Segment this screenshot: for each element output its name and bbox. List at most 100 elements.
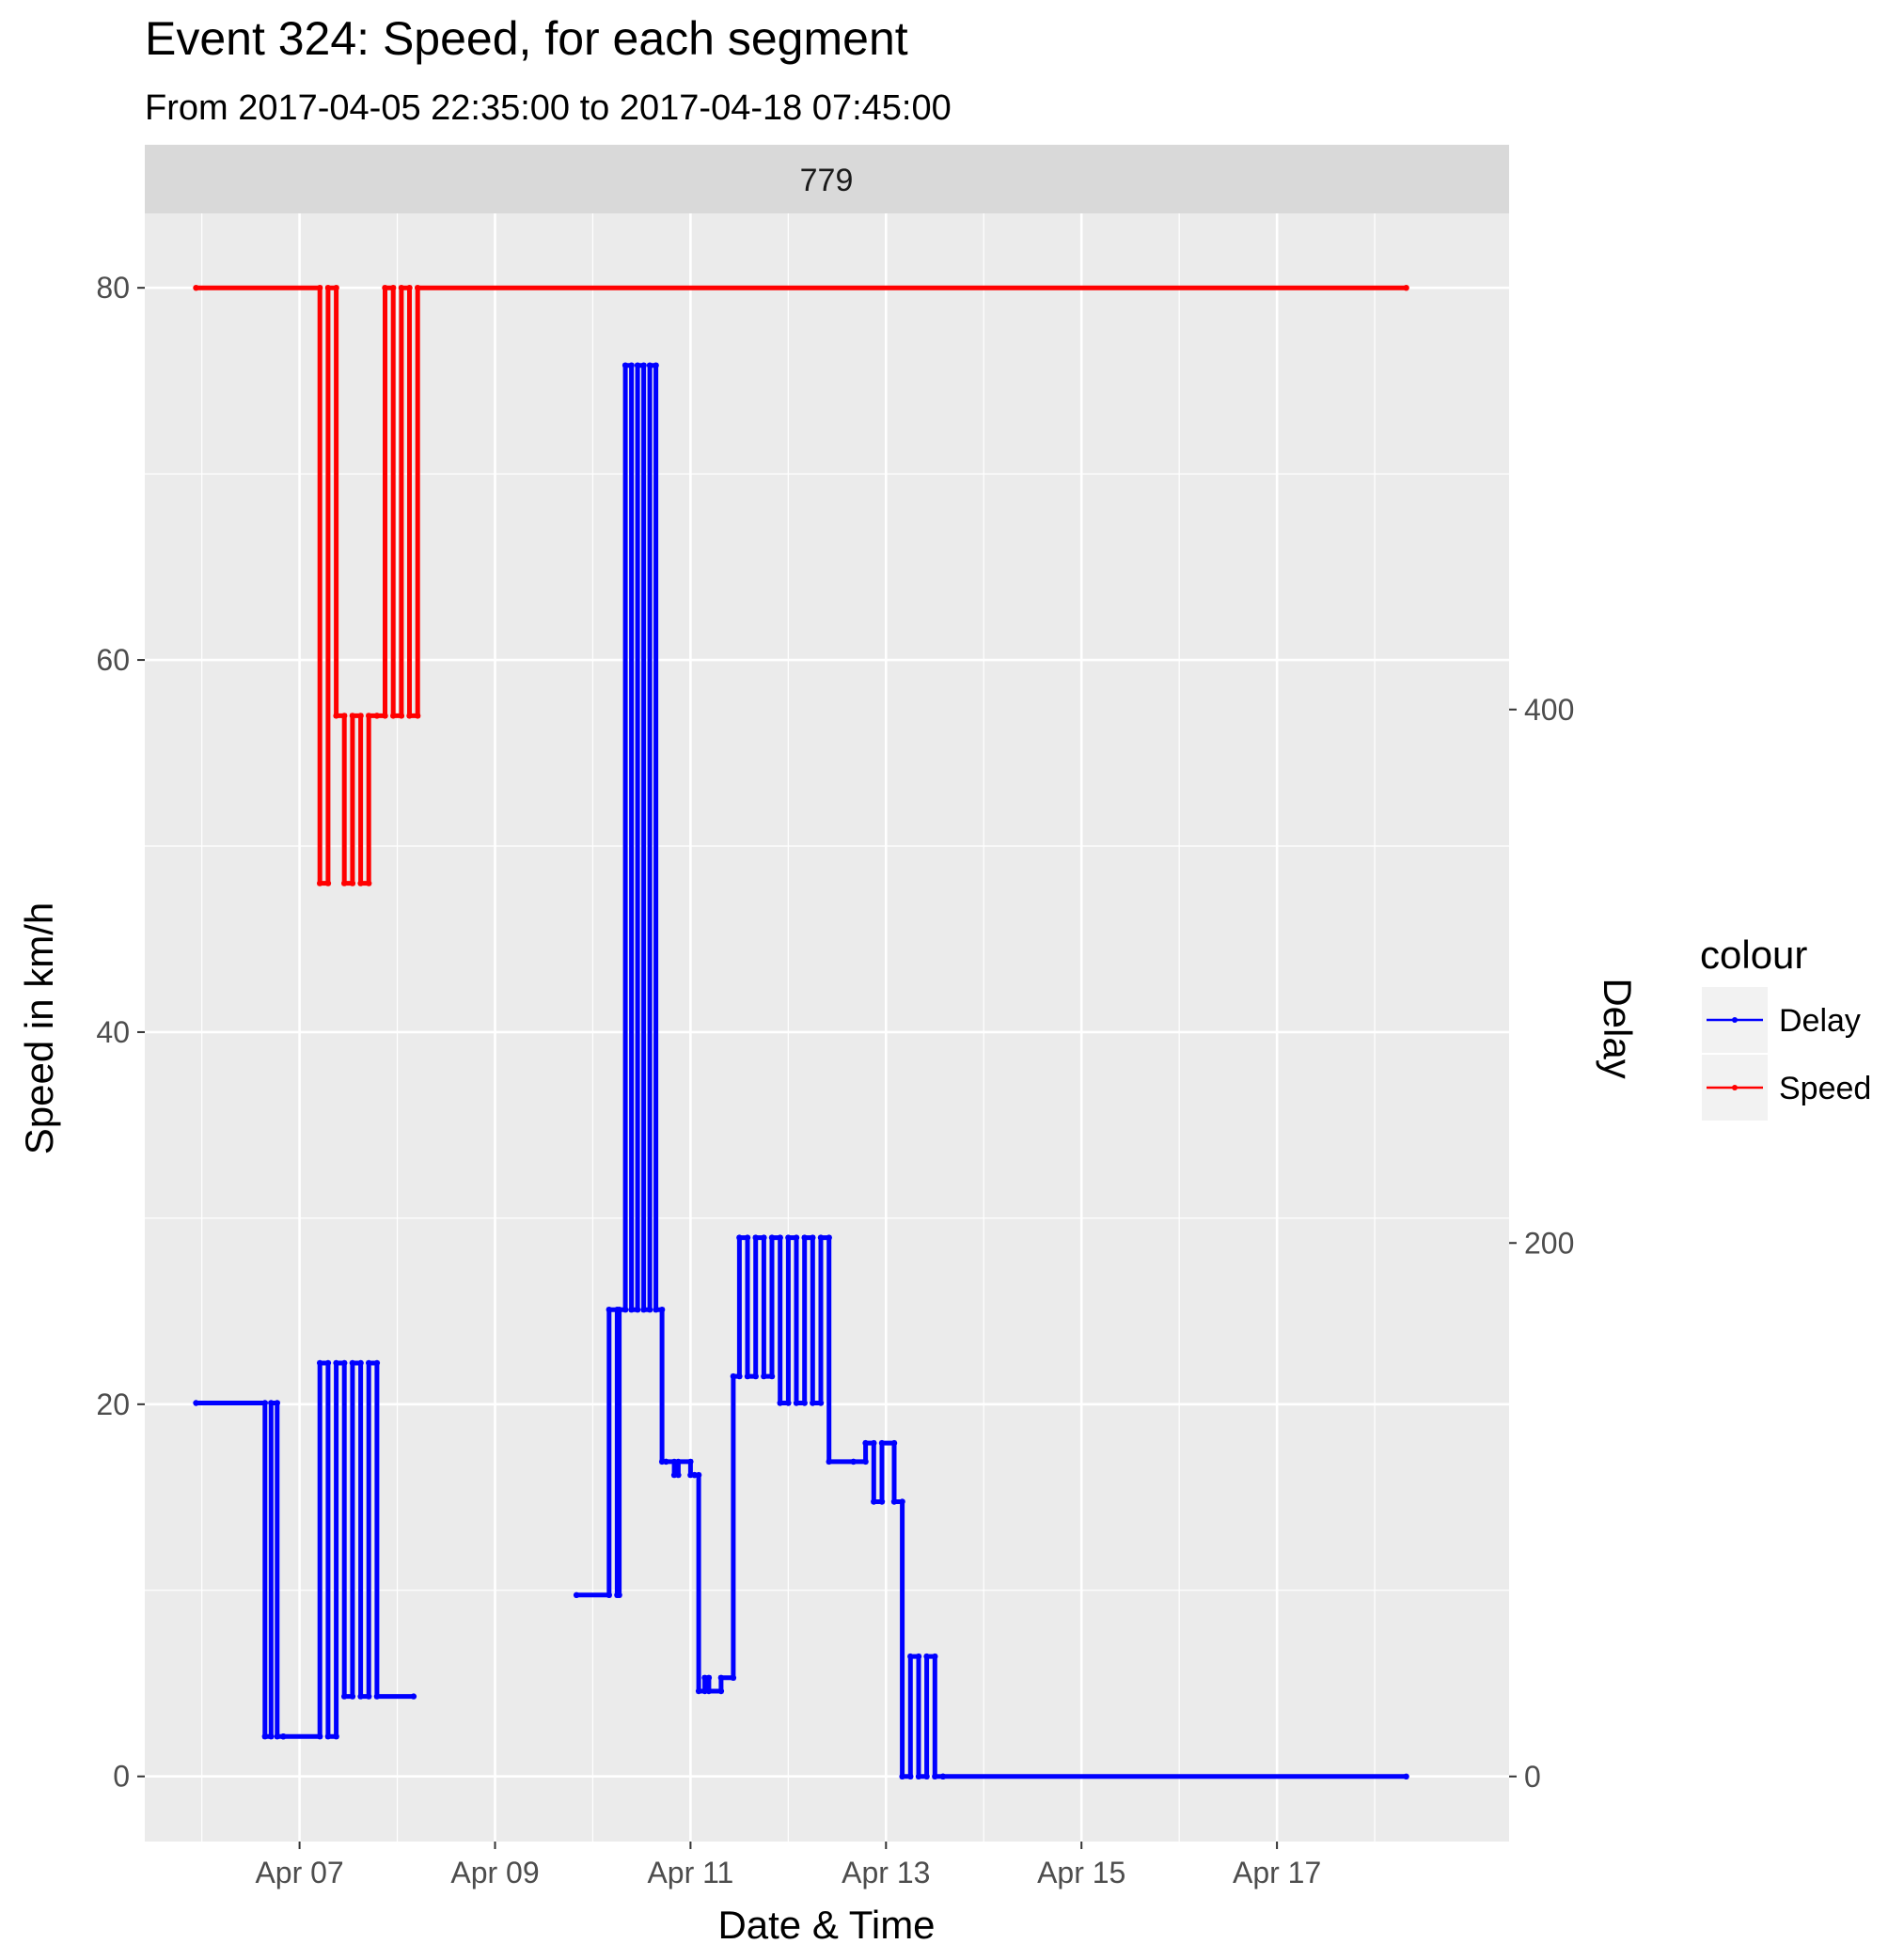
data-point-delay	[663, 1458, 669, 1466]
data-point-delay	[280, 1733, 287, 1740]
data-point-delay	[826, 1234, 832, 1241]
series-layer	[193, 285, 1409, 1780]
data-point-delay	[675, 1471, 682, 1479]
data-point-delay	[324, 1733, 332, 1740]
data-point-delay	[691, 1471, 698, 1479]
x-axis-title: Date & Time	[717, 1903, 935, 1944]
data-point-delay	[878, 1439, 886, 1447]
data-point-delay	[268, 1733, 275, 1740]
data-point-delay	[357, 1693, 364, 1700]
data-point-delay	[785, 1400, 792, 1406]
data-point-delay	[373, 1359, 381, 1367]
data-point-delay	[634, 1307, 641, 1313]
data-point-delay	[357, 1359, 364, 1367]
data-point-delay	[793, 1400, 800, 1406]
data-point-delay	[744, 1234, 751, 1241]
data-point-delay	[333, 1359, 339, 1367]
data-point-speed	[406, 285, 413, 291]
data-point-delay	[801, 1234, 808, 1241]
data-point-delay	[899, 1773, 905, 1780]
data-point-delay	[317, 1359, 323, 1367]
data-point-delay	[862, 1439, 869, 1447]
data-point-delay	[915, 1773, 922, 1780]
x-tick-label: Apr 11	[647, 1856, 733, 1889]
data-point-speed	[349, 880, 356, 886]
chart-subtitle: From 2017-04-05 22:35:00 to 2017-04-18 0…	[145, 88, 952, 128]
data-point-delay	[373, 1693, 381, 1700]
data-point-delay	[658, 1307, 666, 1313]
data-point-delay	[744, 1372, 751, 1380]
data-point-speed	[324, 880, 332, 886]
data-point-speed	[398, 713, 405, 719]
data-point-delay	[915, 1653, 922, 1660]
data-point-delay	[606, 1307, 612, 1313]
data-point-delay	[817, 1234, 825, 1241]
data-point-speed	[366, 713, 372, 719]
data-point-speed	[373, 713, 381, 719]
y-tick-label: 60	[96, 643, 130, 677]
data-point-speed	[333, 713, 339, 719]
data-point-delay	[640, 362, 647, 368]
data-point-delay	[274, 1400, 280, 1406]
data-point-delay	[634, 362, 641, 368]
x-tick-label: Apr 13	[842, 1856, 930, 1889]
data-point-delay	[333, 1733, 339, 1740]
data-point-delay	[761, 1234, 767, 1241]
y-tick-label: 80	[96, 271, 130, 305]
legend: colour Delay Speed	[1700, 933, 1871, 1121]
x-tick-label: Apr 15	[1037, 1856, 1125, 1889]
data-point-delay	[717, 1687, 725, 1695]
data-point-speed	[349, 713, 356, 719]
x-tick-label: Apr 07	[255, 1856, 343, 1889]
data-point-delay	[366, 1359, 372, 1367]
x-tick-label: Apr 09	[450, 1856, 539, 1889]
data-point-delay	[341, 1359, 348, 1367]
data-point-delay	[777, 1400, 783, 1406]
data-point-delay	[907, 1653, 914, 1660]
data-point-delay	[826, 1458, 832, 1466]
data-point-delay	[785, 1234, 792, 1241]
data-point-delay	[793, 1234, 800, 1241]
data-point-speed	[357, 713, 364, 719]
data-point-delay	[410, 1693, 417, 1700]
data-point-delay	[606, 1591, 612, 1599]
data-point-delay	[193, 1400, 199, 1406]
data-point-delay	[768, 1234, 776, 1241]
data-point-delay	[646, 1307, 653, 1313]
data-point-delay	[261, 1733, 268, 1740]
data-point-speed	[415, 285, 421, 291]
data-point-delay	[274, 1733, 280, 1740]
plot-panel	[145, 213, 1509, 1842]
data-point-speed	[333, 285, 339, 291]
data-point-delay	[628, 1307, 635, 1313]
data-point-delay	[341, 1693, 348, 1700]
data-point-delay	[817, 1400, 825, 1406]
data-point-delay	[777, 1234, 783, 1241]
legend-key-speed-point	[1732, 1085, 1738, 1090]
data-point-delay	[752, 1234, 759, 1241]
data-point-speed	[415, 713, 421, 719]
y2-tick-label: 200	[1524, 1226, 1574, 1260]
data-point-delay	[705, 1687, 713, 1695]
data-point-delay	[730, 1372, 737, 1380]
data-point-delay	[687, 1458, 694, 1466]
data-point-speed	[317, 285, 323, 291]
data-point-speed	[366, 880, 372, 886]
data-point-delay	[810, 1234, 816, 1241]
data-point-delay	[871, 1439, 877, 1447]
y-axis-title: Speed in km/h	[17, 902, 61, 1155]
data-point-speed	[317, 880, 323, 886]
data-point-delay	[907, 1773, 914, 1780]
data-point-delay	[705, 1674, 713, 1682]
legend-label-delay: Delay	[1779, 1003, 1861, 1039]
data-point-speed	[324, 285, 332, 291]
data-point-delay	[717, 1674, 725, 1682]
data-point-delay	[768, 1372, 776, 1380]
chart-title: Event 324: Speed, for each segment	[145, 12, 908, 65]
y-tick-label: 20	[96, 1387, 130, 1421]
y2-axis-title: Delay	[1596, 978, 1640, 1078]
data-point-delay	[862, 1458, 869, 1466]
data-point-delay	[736, 1234, 743, 1241]
data-point-delay	[850, 1458, 857, 1466]
data-point-speed	[341, 880, 348, 886]
